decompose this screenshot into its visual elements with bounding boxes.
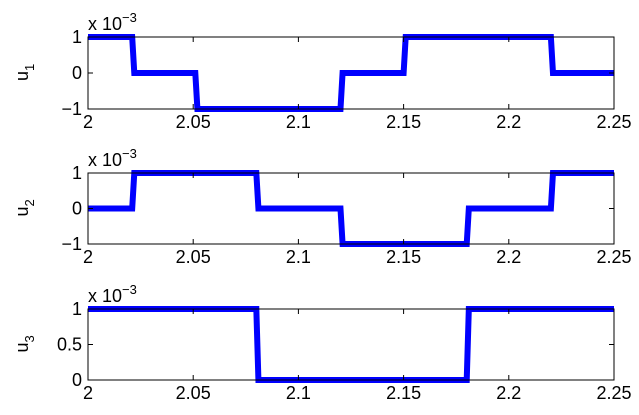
subplot-3-ylabel-subscript: 3 <box>22 335 37 342</box>
subplot-1-ylabel-subscript: 1 <box>22 64 37 71</box>
subplot-1-ytick-label-2: 1 <box>72 27 82 47</box>
subplot-3-exponent-power: −3 <box>122 282 137 297</box>
subplot-3-xtick-label-2: 2.1 <box>286 383 311 403</box>
subplot-1-series-line-1 <box>88 34 614 112</box>
subplot-2-xtick-label-5: 2.25 <box>596 247 631 267</box>
subplot-3-ylabel-main: u <box>12 342 32 352</box>
subplot-1-xtick-label-5: 2.25 <box>596 112 631 132</box>
subplot-1-xtick-label-2: 2.1 <box>286 112 311 132</box>
subplot-1-xtick-label-4: 2.2 <box>496 112 521 132</box>
subplot-1-ylabel-main: u <box>12 71 32 81</box>
subplot-2-xtick-label-0: 2 <box>83 247 93 267</box>
subplot-2-exponent-base: x 10 <box>88 150 122 170</box>
subplot-1-exponent-base: x 10 <box>88 14 122 34</box>
subplot-2-xtick-label-3: 2.15 <box>386 247 421 267</box>
subplot-1-xtick-label-1: 2.05 <box>176 112 211 132</box>
subplot-2-series-line-1 <box>88 170 614 247</box>
subplot-2-xtick-label-2: 2.1 <box>286 247 311 267</box>
subplot-3-ytick-label-0: 0 <box>72 370 82 390</box>
subplot-3-xtick-label-5: 2.25 <box>596 383 631 403</box>
subplot-3-ytick-label-1: 0.5 <box>57 335 82 355</box>
subplot-3-xtick-label-1: 2.05 <box>176 383 211 403</box>
subplot-3-xtick-label-4: 2.2 <box>496 383 521 403</box>
subplot-2-ytick-label-0: −1 <box>61 234 82 254</box>
subplot-1-exponent-label: x 10−3 <box>88 10 137 34</box>
subplot-2-xtick-label-4: 2.2 <box>496 247 521 267</box>
subplot-3-exponent-label: x 10−3 <box>88 282 137 306</box>
subplot-3-xtick-label-0: 2 <box>83 383 93 403</box>
subplot-3: 2 2.05 2.1 2.15 2.2 2.25 0 0.5 1 x 10−3 u3 <box>12 282 632 403</box>
subplot-2-ylabel-main: u <box>12 206 32 216</box>
subplot-3-ylabel: u3 <box>12 335 37 352</box>
subplot-1-xtick-label-0: 2 <box>83 112 93 132</box>
subplot-2-xtick-label-1: 2.05 <box>176 247 211 267</box>
subplot-2-exponent-label: x 10−3 <box>88 146 137 170</box>
subplot-1-exponent-power: −3 <box>122 10 137 25</box>
subplot-2-ylabel: u2 <box>12 199 37 216</box>
subplot-1-ytick-label-1: 0 <box>72 63 82 83</box>
subplot-3-xtick-label-3: 2.15 <box>386 383 421 403</box>
subplot-3-exponent-base: x 10 <box>88 286 122 306</box>
subplot-2-ytick-label-2: 1 <box>72 163 82 183</box>
subplot-1-xtick-label-3: 2.15 <box>386 112 421 132</box>
subplot-2-ytick-label-1: 0 <box>72 199 82 219</box>
subplot-2-exponent-power: −3 <box>122 146 137 161</box>
subplot-1-ytick-label-0: −1 <box>61 99 82 119</box>
subplot-2-ylabel-subscript: 2 <box>22 199 37 206</box>
subplot-3-ytick-label-2: 1 <box>72 299 82 319</box>
subplot-1-ylabel: u1 <box>12 64 37 81</box>
